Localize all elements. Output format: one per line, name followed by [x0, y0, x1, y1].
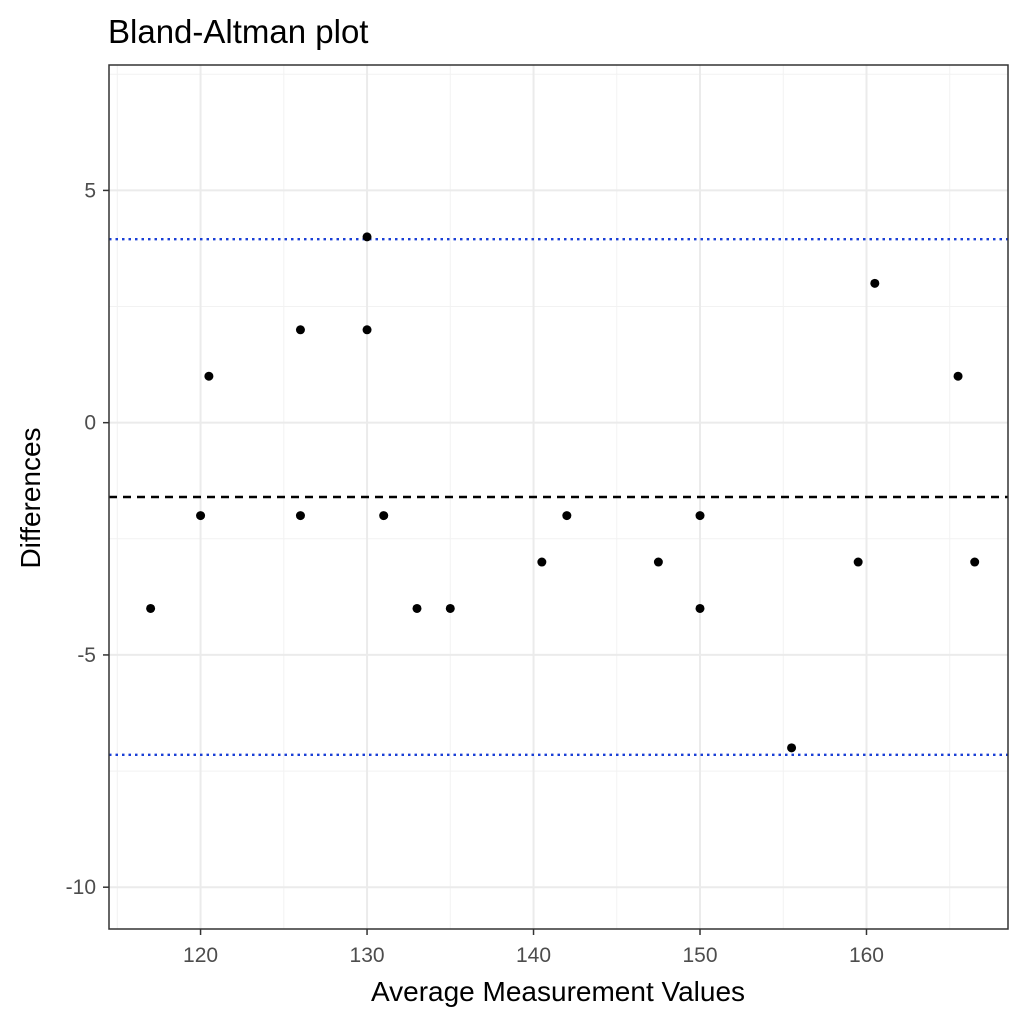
data-point — [537, 557, 547, 567]
x-axis-ticks: 120 130 140 150 160 — [183, 929, 884, 967]
data-point — [695, 603, 705, 613]
data-point — [295, 511, 305, 521]
data-point — [953, 371, 963, 381]
data-point — [146, 603, 156, 613]
x-tick-label: 140 — [516, 944, 551, 967]
data-point — [362, 232, 372, 242]
y-axis-title: Differences — [15, 427, 46, 568]
x-tick-label: 130 — [350, 944, 385, 967]
data-point — [695, 511, 705, 521]
y-axis-ticks: 5 0 -5 -10 — [66, 179, 109, 899]
x-tick-label: 160 — [849, 944, 884, 967]
data-point — [970, 557, 980, 567]
y-tick-label: -10 — [66, 876, 96, 899]
data-point — [562, 511, 572, 521]
data-point — [870, 278, 880, 288]
y-tick-label: 0 — [84, 412, 96, 435]
x-tick-label: 120 — [183, 944, 218, 967]
data-points — [146, 232, 980, 753]
data-point — [653, 557, 663, 567]
chart-title: Bland-Altman plot — [108, 13, 368, 50]
y-tick-label: -5 — [77, 644, 96, 667]
data-point — [204, 371, 214, 381]
data-point — [412, 603, 422, 613]
x-tick-label: 150 — [682, 944, 717, 967]
data-point — [787, 743, 797, 753]
data-point — [445, 603, 455, 613]
data-point — [379, 511, 389, 521]
data-point — [295, 325, 305, 335]
reference-lines — [109, 237, 1008, 757]
data-point — [853, 557, 863, 567]
x-axis-title: Average Measurement Values — [371, 976, 745, 1007]
y-tick-label: 5 — [84, 179, 96, 202]
data-point — [196, 511, 206, 521]
panel-border — [108, 64, 1009, 930]
data-point — [362, 325, 372, 335]
